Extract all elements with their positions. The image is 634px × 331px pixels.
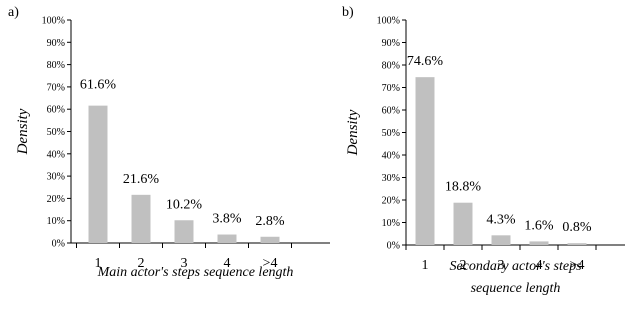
y-tick-label: 70%	[47, 82, 65, 93]
y-tick-label: 10%	[382, 218, 400, 229]
bar-1	[415, 77, 435, 246]
bar-2	[131, 194, 151, 243]
y-tick-label: 20%	[47, 194, 65, 205]
data-label: 1.6%	[524, 218, 554, 233]
data-label: 3.8%	[212, 212, 242, 227]
bar-gt4	[260, 236, 280, 243]
bar-3	[491, 235, 511, 245]
data-label: 4.3%	[486, 212, 516, 227]
y-tick-label: 0%	[52, 239, 65, 250]
x-tick-label: 1	[95, 256, 102, 271]
x-tick-label: 3	[181, 256, 188, 271]
y-tick-label: 0%	[387, 241, 400, 252]
chart-panel-b: b) 0% 10% 20% 30% 40% 50% 60% 70% 80% 90% 100% 74.6%…	[342, 5, 625, 296]
panel-label: b)	[342, 5, 354, 20]
bar-2	[453, 202, 473, 245]
data-label: 61.6%	[80, 78, 117, 93]
y-axis-title: Density	[345, 109, 361, 156]
bar-4	[529, 241, 549, 245]
data-label: 0.8%	[562, 220, 592, 235]
y-axis-title: Density	[15, 108, 31, 155]
y-tick-label: 80%	[382, 61, 400, 72]
data-label: 10.2%	[166, 197, 203, 212]
chart-panel-a: a) 0% 10% 20% 30% 40% 50% 60% 70% 80% 90% 100% 61.6%…	[8, 5, 330, 280]
y-tick-label: 100%	[377, 16, 400, 27]
x-tick-label: 4	[224, 256, 231, 271]
y-tick-label: 70%	[382, 83, 400, 94]
x-tick-label: 3	[498, 258, 505, 273]
y-tick-label: 80%	[47, 60, 65, 71]
y-tick-label: 40%	[47, 149, 65, 160]
y-tick-label: 60%	[47, 105, 65, 116]
y-tick-label: 30%	[382, 173, 400, 184]
x-axis-title: Secondary actor's steps	[449, 259, 582, 274]
bar-4	[217, 234, 237, 243]
data-label: 74.6%	[407, 54, 444, 69]
y-tick-label: 90%	[47, 38, 65, 49]
y-tick-label: 30%	[47, 172, 65, 183]
data-label: 21.6%	[123, 172, 160, 187]
x-axis-title: Main actor's steps sequence length	[97, 265, 294, 280]
data-label: 18.8%	[445, 180, 482, 195]
y-tick-label: 50%	[47, 127, 65, 138]
bar-gt4	[567, 243, 587, 245]
panel-label: a)	[8, 5, 19, 20]
bar-3	[174, 220, 194, 243]
data-label: 2.8%	[255, 214, 285, 229]
y-tick-label: 20%	[382, 196, 400, 207]
y-tick-label: 40%	[382, 151, 400, 162]
x-axis-title: sequence length	[471, 281, 561, 296]
x-tick-label: 1	[422, 258, 429, 273]
bar-1	[88, 105, 108, 243]
y-tick-label: 100%	[42, 16, 65, 27]
y-tick-label: 10%	[47, 216, 65, 227]
x-tick-label: 2	[460, 258, 467, 273]
x-tick-label: 4	[536, 258, 543, 273]
y-tick-label: 60%	[382, 106, 400, 117]
x-tick-label: >4	[570, 258, 585, 273]
y-tick-label: 50%	[382, 128, 400, 139]
x-tick-label: >4	[263, 256, 278, 271]
x-tick-label: 2	[138, 256, 145, 271]
y-tick-label: 90%	[382, 38, 400, 49]
